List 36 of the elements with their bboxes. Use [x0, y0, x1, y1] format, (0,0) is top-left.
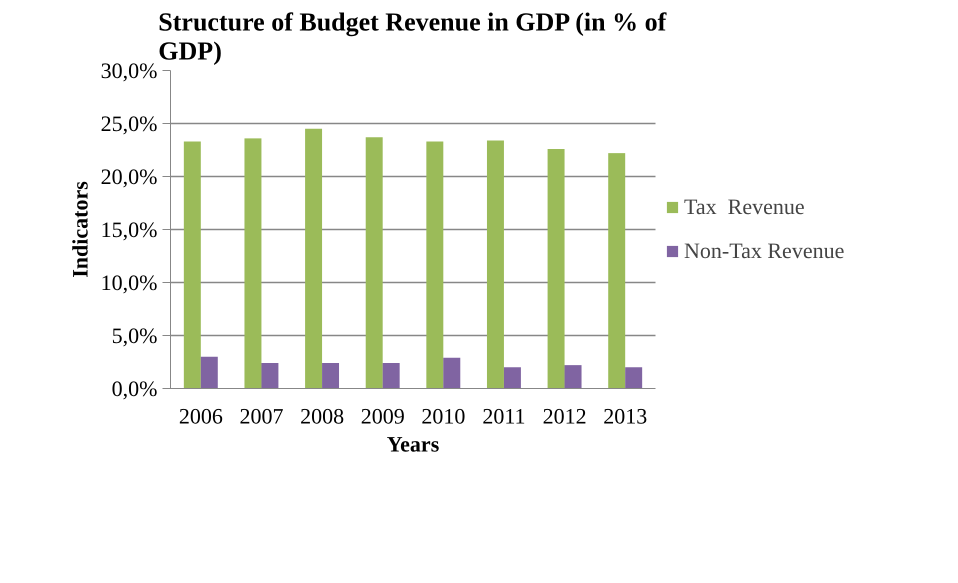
x-tick-label: 2013 [603, 404, 648, 428]
y-tick-label: 25,0% [100, 111, 158, 136]
bar [200, 356, 218, 388]
y-axis-title: Indicators [68, 180, 93, 278]
legend-label: Non-Tax Revenue [684, 238, 844, 264]
bar [366, 137, 383, 388]
x-tick-label: 2010 [421, 404, 466, 428]
bar [305, 128, 322, 388]
x-tick-label: 2012 [542, 404, 587, 428]
x-tick-label: 2011 [482, 404, 526, 428]
y-tick-label: 0,0% [112, 376, 158, 401]
bar [382, 363, 400, 388]
bar [244, 138, 262, 388]
bar [504, 367, 521, 388]
bar [184, 142, 201, 388]
chart-title: Structure of Budget Revenue in GDP (in % of GDP) [158, 8, 667, 66]
x-tick-label: 2007 [239, 404, 284, 428]
bar [625, 367, 642, 388]
x-axis-title: Years [386, 432, 440, 456]
x-tick-label: 2009 [360, 404, 405, 428]
bar [608, 153, 626, 388]
bar [486, 140, 504, 388]
bar [322, 363, 340, 388]
bar [443, 358, 460, 388]
y-tick-label: 10,0% [100, 270, 158, 295]
x-tick-label: 2006 [178, 404, 223, 428]
bar [564, 365, 582, 388]
bar [548, 148, 565, 388]
y-tick-label: 5,0% [112, 323, 158, 348]
y-tick-label: 20,0% [100, 164, 158, 189]
legend-label: Tax Revenue [684, 194, 805, 220]
y-tick-label: 15,0% [100, 217, 158, 242]
bar [261, 363, 278, 388]
x-tick-label: 2008 [300, 404, 344, 428]
y-tick-label: 30,0% [100, 58, 158, 83]
bar [426, 142, 444, 388]
